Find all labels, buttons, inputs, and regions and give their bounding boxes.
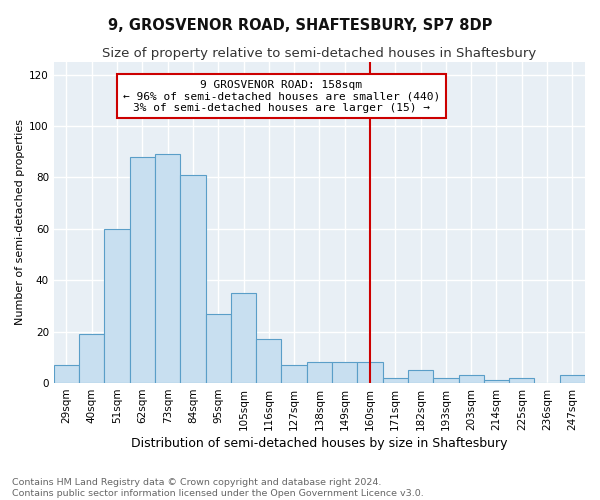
X-axis label: Distribution of semi-detached houses by size in Shaftesbury: Distribution of semi-detached houses by … bbox=[131, 437, 508, 450]
Bar bbox=[383, 378, 408, 383]
Y-axis label: Number of semi-detached properties: Number of semi-detached properties bbox=[15, 120, 25, 326]
Bar bbox=[484, 380, 509, 383]
Title: Size of property relative to semi-detached houses in Shaftesbury: Size of property relative to semi-detach… bbox=[102, 48, 536, 60]
Bar bbox=[281, 365, 307, 383]
Text: Contains HM Land Registry data © Crown copyright and database right 2024.
Contai: Contains HM Land Registry data © Crown c… bbox=[12, 478, 424, 498]
Bar bbox=[408, 370, 433, 383]
Bar bbox=[307, 362, 332, 383]
Bar bbox=[130, 157, 155, 383]
Bar bbox=[104, 229, 130, 383]
Bar bbox=[180, 175, 206, 383]
Bar bbox=[358, 362, 383, 383]
Text: 9, GROSVENOR ROAD, SHAFTESBURY, SP7 8DP: 9, GROSVENOR ROAD, SHAFTESBURY, SP7 8DP bbox=[108, 18, 492, 32]
Bar bbox=[560, 376, 585, 383]
Text: 9 GROSVENOR ROAD: 158sqm
← 96% of semi-detached houses are smaller (440)
3% of s: 9 GROSVENOR ROAD: 158sqm ← 96% of semi-d… bbox=[123, 80, 440, 113]
Bar bbox=[256, 340, 281, 383]
Bar bbox=[458, 376, 484, 383]
Bar bbox=[433, 378, 458, 383]
Bar bbox=[206, 314, 231, 383]
Bar bbox=[332, 362, 358, 383]
Bar bbox=[155, 154, 180, 383]
Bar bbox=[54, 365, 79, 383]
Bar bbox=[231, 293, 256, 383]
Bar bbox=[509, 378, 535, 383]
Bar bbox=[79, 334, 104, 383]
